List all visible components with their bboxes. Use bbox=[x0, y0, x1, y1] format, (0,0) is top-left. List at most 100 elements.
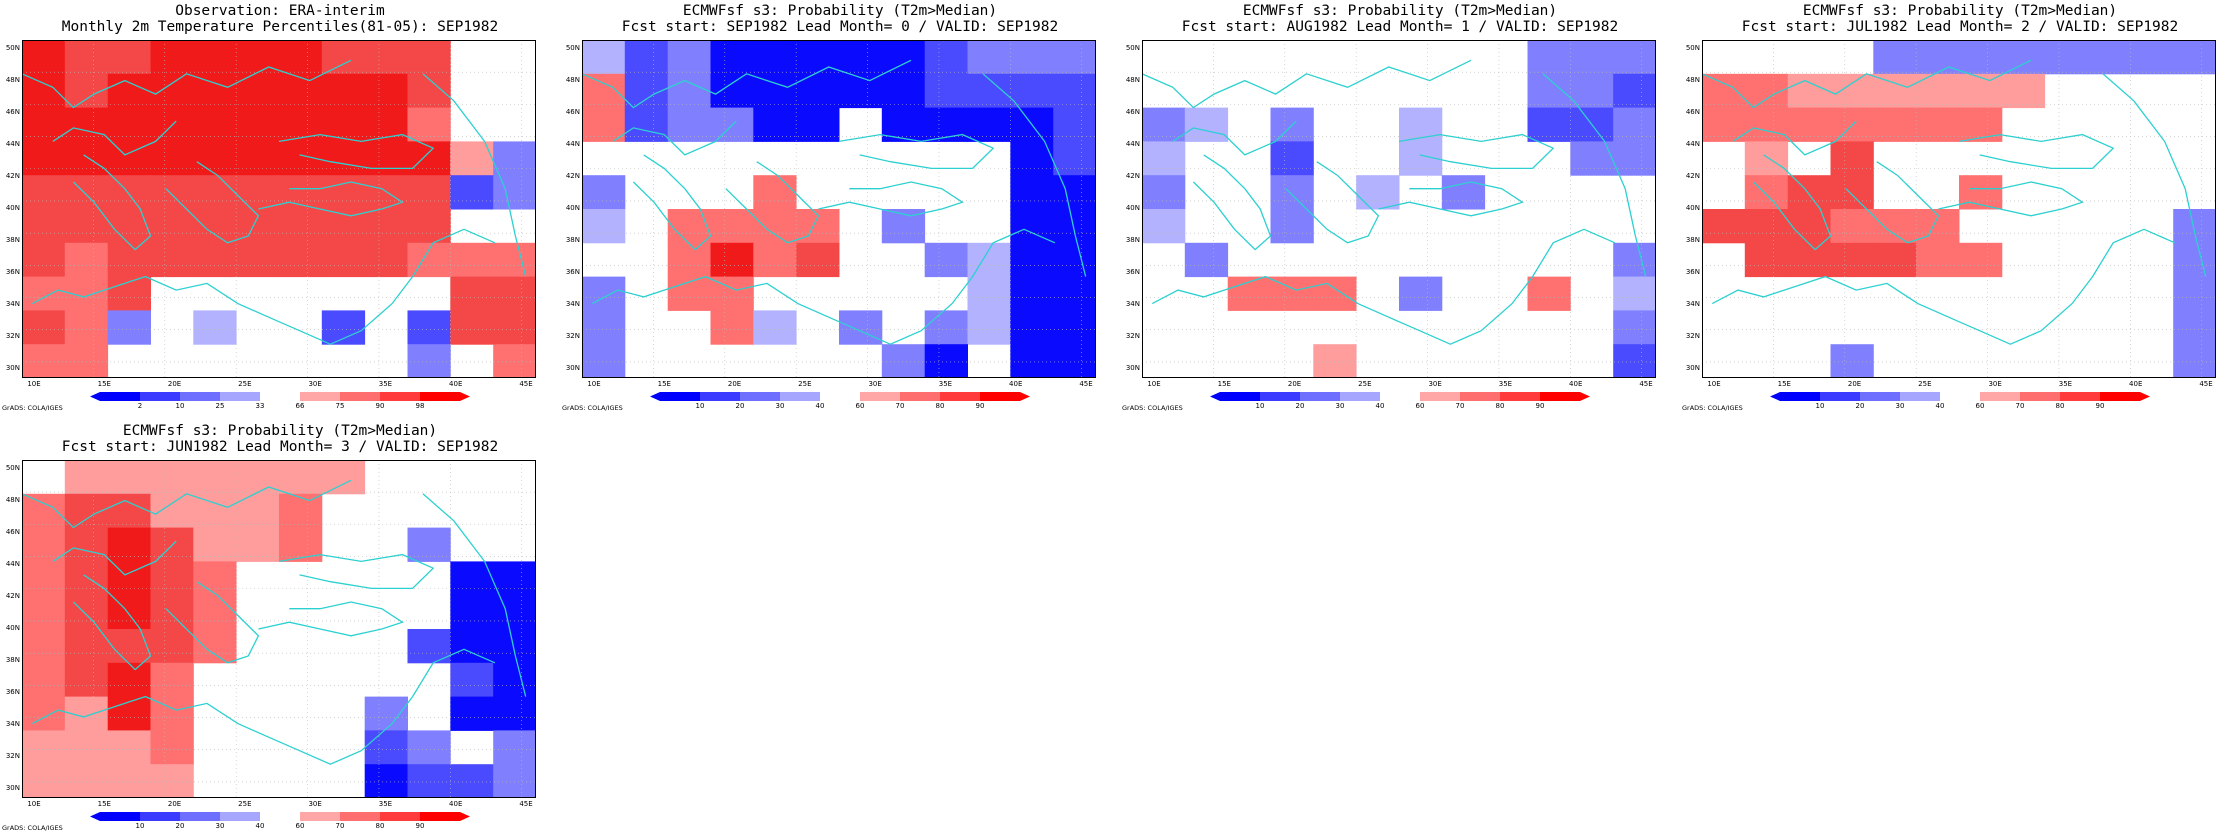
shaded-cell bbox=[493, 242, 536, 278]
shaded-cell bbox=[1613, 242, 1656, 278]
shaded-cell bbox=[1053, 310, 1096, 345]
shaded-cell bbox=[64, 730, 109, 765]
shaded-cell bbox=[1142, 209, 1186, 244]
colorbar-tick-label: 30 bbox=[1335, 402, 1345, 410]
shaded-cell bbox=[1873, 40, 1917, 75]
coastline bbox=[1151, 228, 1616, 345]
shaded-cell bbox=[1744, 175, 1789, 210]
shaded-cell bbox=[1613, 344, 1656, 378]
shaded-cell bbox=[364, 764, 408, 798]
colorbar-segment bbox=[1340, 392, 1381, 401]
shaded-cell bbox=[450, 595, 494, 630]
shaded-cell bbox=[107, 310, 151, 345]
lat-tick-label: 46N bbox=[5, 528, 20, 536]
shaded-cell bbox=[279, 460, 323, 495]
coastline bbox=[2102, 73, 2207, 277]
lon-tick-label: 15E bbox=[1217, 380, 1231, 388]
shaded-cell bbox=[107, 107, 151, 142]
shaded-cell bbox=[2001, 40, 2046, 75]
shaded-cell bbox=[796, 242, 840, 278]
shaded-cell bbox=[279, 527, 323, 562]
shaded-cell bbox=[2173, 209, 2216, 244]
shaded-cell bbox=[1830, 175, 1874, 210]
shaded-cell bbox=[236, 107, 280, 142]
colorbar-tick-label: 30 bbox=[215, 822, 225, 830]
shaded-cell bbox=[22, 141, 66, 176]
colorbar-tick-label: 90 bbox=[415, 822, 425, 830]
shaded-cell bbox=[1142, 175, 1186, 210]
shaded-cell bbox=[321, 460, 366, 495]
shaded-cell bbox=[150, 662, 194, 698]
grads-credit: GrADS: COLA/IGES bbox=[1122, 404, 1183, 412]
shaded-cell bbox=[967, 40, 1011, 75]
colorbar-segment bbox=[1940, 392, 1981, 401]
shaded-cell bbox=[22, 561, 66, 596]
colorbar-segment bbox=[300, 812, 341, 821]
shaded-cell bbox=[710, 40, 754, 75]
coastline bbox=[22, 479, 352, 529]
colorbar-segment bbox=[1260, 392, 1301, 401]
shaded-cell bbox=[407, 107, 451, 142]
lon-tick-label: 40E bbox=[1569, 380, 1583, 388]
shaded-cell bbox=[1270, 141, 1314, 176]
shaded-cell bbox=[1613, 73, 1656, 109]
shaded-cell bbox=[710, 209, 754, 244]
colorbar-segment bbox=[90, 812, 140, 821]
coastline bbox=[582, 59, 912, 109]
shaded-cell bbox=[753, 310, 797, 345]
coastline bbox=[1398, 133, 1555, 170]
lat-tick-label: 34N bbox=[565, 300, 580, 308]
shaded-cell bbox=[150, 242, 194, 278]
shaded-cell bbox=[193, 242, 237, 278]
colorbar-tick-label: 80 bbox=[375, 822, 385, 830]
shaded-cell bbox=[321, 310, 366, 345]
coastline bbox=[982, 73, 1087, 277]
colorbar-tick-label: 30 bbox=[775, 402, 785, 410]
colorbar-segment bbox=[1300, 392, 1341, 401]
grads-credit: GrADS: COLA/IGES bbox=[2, 824, 63, 832]
shaded-cell bbox=[64, 595, 109, 630]
shaded-cell bbox=[1873, 209, 1917, 244]
shaded-cell bbox=[407, 310, 451, 345]
shaded-cell bbox=[193, 460, 237, 495]
coastline bbox=[165, 581, 260, 664]
shaded-cell bbox=[839, 73, 883, 109]
colorbar-segment bbox=[1860, 392, 1901, 401]
colorbar-tick-label: 20 bbox=[735, 402, 745, 410]
coastline bbox=[818, 181, 964, 217]
shaded-cell bbox=[22, 629, 66, 664]
shaded-cell bbox=[407, 40, 451, 75]
shaded-cell bbox=[236, 175, 280, 210]
lat-tick-label: 30N bbox=[565, 364, 580, 372]
shaded-cell bbox=[150, 175, 194, 210]
lat-tick-label: 34N bbox=[1685, 300, 1700, 308]
shaded-cell bbox=[582, 209, 626, 244]
shaded-cell bbox=[22, 310, 66, 345]
lon-tick-label: 35E bbox=[2058, 380, 2073, 388]
shaded-cell bbox=[107, 242, 151, 278]
lon-tick-label: 40E bbox=[449, 800, 463, 808]
shaded-cell bbox=[1916, 73, 1960, 109]
lat-tick-label: 30N bbox=[1125, 364, 1140, 372]
colorbar-tick-label: 70 bbox=[2015, 402, 2025, 410]
shaded-cell bbox=[450, 310, 494, 345]
lat-tick-label: 42N bbox=[5, 592, 20, 600]
lon-tick-label: 10E bbox=[1707, 380, 1721, 388]
grads-credit: GrADS: COLA/IGES bbox=[1682, 404, 1743, 412]
colorbar-segment bbox=[1770, 392, 1820, 401]
shaded-cell bbox=[321, 141, 366, 176]
shaded-cell bbox=[1399, 107, 1443, 142]
lat-tick-label: 42N bbox=[565, 172, 580, 180]
shaded-cell bbox=[967, 107, 1011, 142]
colorbar-segment bbox=[980, 392, 1030, 401]
shaded-cell bbox=[624, 40, 669, 75]
colorbar-segment bbox=[2060, 392, 2101, 401]
shaded-cell bbox=[150, 460, 194, 495]
shaded-cell bbox=[407, 175, 451, 210]
colorbar-tick-label: 90 bbox=[1535, 402, 1545, 410]
shaded-cell bbox=[493, 561, 536, 596]
colorbar-tick-label: 90 bbox=[2095, 402, 2105, 410]
shaded-cell bbox=[193, 107, 237, 142]
colorbar-segment bbox=[420, 392, 470, 401]
panel-title-line2: Monthly 2m Temperature Percentiles(81-05… bbox=[61, 19, 499, 35]
